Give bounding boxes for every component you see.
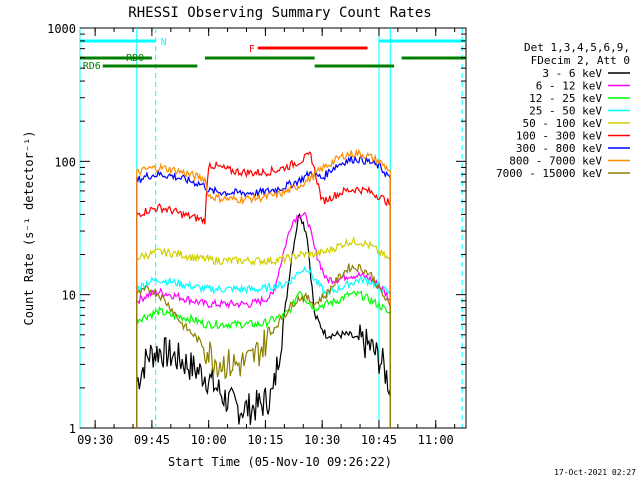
chart-title: RHESSI Observing Summary Count Rates bbox=[128, 5, 431, 21]
series-line-3-6-kev bbox=[136, 213, 391, 428]
flag-bars: N F RD0 RD6 bbox=[80, 37, 466, 72]
x-tick-label-7: 11:00 bbox=[418, 433, 454, 447]
series-line-6-12-kev bbox=[136, 211, 391, 428]
x-tick-label-6: 10:45 bbox=[361, 433, 397, 447]
flag-label-rd0: RD0 bbox=[126, 53, 144, 64]
x-tick-label-3: 10:00 bbox=[191, 433, 227, 447]
legend-label-6-12-kev: 6 - 12 keV bbox=[536, 80, 603, 93]
x-axis-label: Start Time (05-Nov-10 09:26:22) bbox=[168, 455, 392, 469]
y-axis-label: Count Rate (s⁻¹ detector⁻¹) bbox=[22, 130, 36, 325]
series-line-7000-15000-kev bbox=[136, 263, 391, 428]
flag-label-flare: F bbox=[249, 44, 255, 55]
y-tick-label-3: 100 bbox=[54, 155, 76, 169]
legend-header-line-1: Det 1,3,4,5,6,9, bbox=[524, 41, 630, 54]
series-line-12-25-kev bbox=[136, 290, 391, 428]
x-tick-label-4: 10:15 bbox=[247, 433, 283, 447]
footer-timestamp: 17-Oct-2021 02:27 bbox=[554, 468, 636, 477]
legend-label-7000-15000-kev: 7000 - 15000 keV bbox=[496, 167, 602, 180]
legend-label-12-25-kev: 12 - 25 keV bbox=[529, 92, 602, 105]
series-lines bbox=[136, 148, 391, 428]
series-line-100-300-kev bbox=[136, 151, 391, 428]
series-line-50-100-kev bbox=[136, 235, 391, 428]
flag-label-rd6: RD6 bbox=[83, 61, 101, 72]
legend-label-300-800-kev: 300 - 800 keV bbox=[516, 142, 602, 155]
legend-label-800-7000-kev: 800 - 7000 keV bbox=[509, 155, 602, 168]
legend-label-100-300-kev: 100 - 300 keV bbox=[516, 130, 602, 143]
y-tick-label-4: 1000 bbox=[47, 22, 76, 36]
legend-label-50-100-kev: 50 - 100 keV bbox=[523, 117, 603, 130]
legend-label-3-6-kev: 3 - 6 keV bbox=[542, 67, 602, 80]
series-line-25-50-kev bbox=[136, 265, 391, 428]
x-tick-label-5: 10:30 bbox=[304, 433, 340, 447]
y-tick-label-2: 10 bbox=[62, 289, 76, 303]
legend: Det 1,3,4,5,6,9, FDecim 2, Att 0 3 - 6 k… bbox=[496, 41, 630, 180]
x-tick-label-1: 09:30 bbox=[77, 433, 113, 447]
y-tick-label-1: 1 bbox=[69, 422, 76, 436]
x-tick-label-2: 09:45 bbox=[134, 433, 170, 447]
flag-label-night: N bbox=[161, 37, 167, 48]
series-line-800-7000-kev bbox=[136, 148, 391, 428]
legend-label-25-50-kev: 25 - 50 keV bbox=[529, 105, 602, 118]
series-line-300-800-kev bbox=[136, 154, 391, 428]
legend-header-line-2: FDecim 2, Att 0 bbox=[531, 54, 630, 67]
plot-frame bbox=[79, 27, 467, 429]
x-axis: 09:30 09:45 10:00 10:15 10:30 10:45 11:00 bbox=[77, 28, 456, 447]
y-axis: 1 10 100 1000 bbox=[47, 22, 466, 436]
